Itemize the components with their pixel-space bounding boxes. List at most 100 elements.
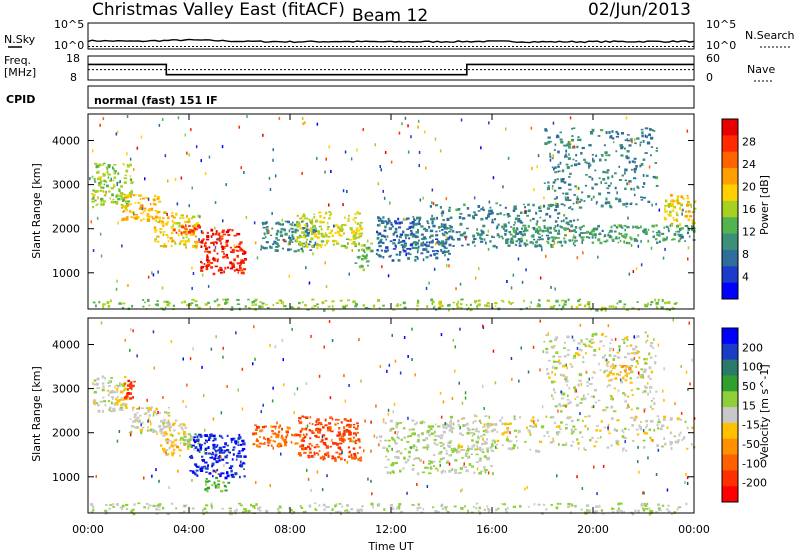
heatmap-cell (254, 241, 257, 245)
heatmap-cell (573, 229, 576, 231)
heatmap-cell (259, 436, 261, 438)
heatmap-cell (644, 385, 647, 389)
heatmap-cell (576, 475, 578, 479)
heatmap-cell (289, 248, 292, 251)
heatmap-cell (636, 335, 640, 338)
heatmap-cell (364, 306, 369, 310)
heatmap-cell (424, 439, 427, 442)
heatmap-cell (434, 423, 437, 426)
heatmap-cell (484, 415, 488, 418)
heatmap-cell (403, 436, 407, 439)
heatmap-cell (203, 465, 207, 468)
heatmap-cell (268, 176, 271, 180)
heatmap-cell (565, 363, 567, 367)
heatmap-cell (490, 211, 494, 215)
heatmap-cell (317, 436, 320, 439)
heatmap-cell (496, 225, 499, 228)
heatmap-cell (392, 248, 397, 250)
heatmap-cell (242, 461, 245, 465)
heatmap-cell (362, 254, 365, 257)
heatmap-cell (386, 222, 388, 226)
heatmap-cell (220, 489, 224, 493)
heatmap-cell (256, 438, 258, 441)
heatmap-cell (401, 246, 404, 249)
heatmap-cell (427, 467, 430, 469)
heatmap-cell (685, 210, 687, 213)
heatmap-cell (454, 369, 456, 373)
heatmap-cell (521, 280, 524, 284)
heatmap-cell (568, 176, 571, 178)
heatmap-cell (575, 306, 579, 309)
heatmap-cell (165, 451, 167, 455)
heatmap-cell (110, 377, 114, 379)
heatmap-cell (416, 507, 420, 509)
heatmap-cell (445, 427, 448, 430)
heatmap-cell (625, 116, 628, 120)
heatmap-cell (226, 449, 230, 452)
heatmap-cell (636, 137, 640, 140)
heatmap-cell (164, 306, 167, 309)
heatmap-cell (507, 447, 511, 450)
heatmap-cell (176, 202, 179, 206)
heatmap-cell (680, 227, 684, 230)
heatmap-cell (494, 381, 497, 385)
heatmap-cell (613, 387, 616, 390)
heatmap-cell (103, 179, 106, 182)
heatmap-cell (471, 453, 473, 456)
heatmap-cell (425, 437, 428, 440)
heatmap-cell (422, 258, 425, 262)
heatmap-cell (526, 426, 528, 429)
heatmap-cell (242, 261, 245, 264)
heatmap-cell (147, 409, 151, 411)
heatmap-cell (184, 220, 188, 224)
heatmap-cell (430, 432, 434, 436)
heatmap-cell (293, 392, 296, 396)
heatmap-cell (205, 267, 209, 271)
heatmap-cell (330, 212, 332, 215)
heatmap-cell (274, 249, 278, 252)
heatmap-cell (159, 220, 163, 222)
heatmap-cell (552, 240, 555, 243)
heatmap-cell (624, 440, 626, 444)
heatmap-cell (622, 203, 626, 206)
heatmap-cell (430, 465, 433, 468)
heatmap-cell (556, 224, 559, 227)
heatmap-cell (549, 158, 552, 162)
heatmap-cell (139, 194, 143, 197)
heatmap-cell (580, 382, 582, 386)
heatmap-cell (121, 507, 124, 511)
heatmap-cell (122, 163, 125, 166)
heatmap-cell (382, 418, 385, 422)
heatmap-cell (99, 123, 101, 127)
heatmap-cell (340, 435, 345, 438)
heatmap-cell (434, 510, 438, 513)
heatmap-cell (513, 418, 517, 421)
heatmap-cell (233, 234, 237, 237)
heatmap-cell (557, 409, 559, 413)
heatmap-cell (232, 448, 235, 451)
heatmap-cell (488, 200, 491, 204)
heatmap-cell (204, 452, 208, 455)
heatmap-cell (347, 217, 350, 220)
heatmap-cell (116, 130, 119, 134)
heatmap-cell (341, 505, 344, 508)
heatmap-cell (686, 447, 689, 450)
heatmap-cell (255, 439, 260, 443)
heatmap-cell (525, 307, 528, 310)
freq-tick-left-top: 18 (66, 52, 80, 65)
heatmap-cell (620, 154, 624, 157)
heatmap-cell (476, 446, 479, 449)
heatmap-cell (693, 227, 696, 230)
heatmap-cell (150, 406, 153, 409)
heatmap-cell (205, 258, 209, 262)
heatmap-cell (538, 299, 541, 302)
power-colorbar-swatch (722, 282, 738, 300)
heatmap-cell (284, 240, 287, 243)
heatmap-cell (142, 299, 145, 301)
heatmap-cell (102, 396, 105, 399)
heatmap-cell (240, 465, 244, 468)
heatmap-cell (318, 504, 321, 507)
heatmap-cell (149, 408, 152, 411)
heatmap-cell (307, 445, 310, 449)
heatmap-cell (594, 169, 597, 172)
